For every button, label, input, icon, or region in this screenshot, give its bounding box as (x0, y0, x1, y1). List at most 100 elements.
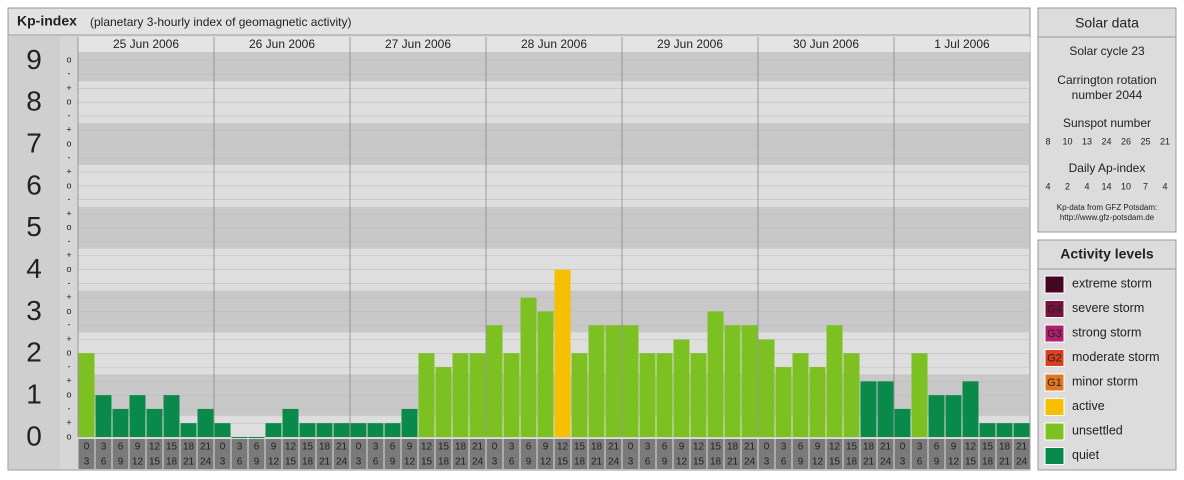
hour-cell (639, 439, 656, 469)
hour-label: 9 (543, 442, 549, 453)
minor-tick-label: o (66, 138, 71, 148)
y-axis-column (9, 36, 60, 469)
hour-label: 21 (744, 442, 756, 453)
day-header (758, 37, 894, 52)
bar (520, 297, 537, 437)
minor-tick-label: + (66, 334, 71, 344)
hour-label: 21 (1016, 442, 1028, 453)
hour-label: 12 (693, 442, 705, 453)
bar (741, 325, 758, 437)
hour-label: 15 (166, 442, 178, 453)
solar-title: Solar data (1075, 15, 1139, 31)
hour-cell (877, 439, 894, 469)
hour-label: 9 (390, 457, 396, 468)
hour-cell (809, 439, 826, 469)
hour-label: 21 (472, 442, 484, 453)
minor-tick-label: o (66, 180, 71, 190)
hour-label: 3 (509, 442, 515, 453)
minor-tick-label: o (66, 264, 71, 274)
hour-cell (571, 439, 588, 469)
hour-label: 15 (302, 442, 314, 453)
bar (486, 325, 503, 437)
hour-cell (299, 439, 316, 469)
hour-label: 21 (200, 442, 212, 453)
bar (911, 353, 928, 437)
bar (877, 381, 894, 437)
hour-label: 3 (492, 457, 498, 468)
level-swatch (1044, 398, 1065, 416)
hour-label: 9 (798, 457, 804, 468)
hour-cell (384, 439, 401, 469)
hour-label: 15 (829, 457, 841, 468)
level-name: extreme storm (1072, 276, 1152, 290)
hour-cell (486, 439, 503, 469)
minor-tick-label: - (68, 69, 71, 79)
bar (605, 325, 622, 437)
minor-tick-label: + (66, 418, 71, 428)
ap-value: 7 (1143, 181, 1148, 191)
level-swatch (1044, 447, 1065, 465)
level-swatch (1044, 422, 1065, 441)
hour-label: 12 (268, 457, 280, 468)
hour-label: 9 (118, 457, 124, 468)
hour-label: 12 (965, 442, 977, 453)
hour-label: 12 (557, 442, 569, 453)
hour-label: 0 (900, 442, 906, 453)
hour-label: 6 (373, 457, 379, 468)
hour-label: 18 (982, 457, 994, 468)
sunspot-value: 8 (1045, 136, 1050, 146)
bar (435, 367, 452, 437)
bar (231, 437, 248, 438)
day-header (486, 37, 622, 52)
bar (401, 408, 418, 437)
hour-label: 0 (84, 442, 90, 453)
ap-title: Daily Ap-index (1069, 161, 1146, 175)
hour-cell (928, 439, 945, 469)
hour-cell (129, 439, 146, 469)
hour-label: 3 (645, 442, 651, 453)
hour-cell (537, 439, 554, 469)
hour-label: 15 (574, 442, 586, 453)
ap-value: 10 (1121, 181, 1131, 191)
source: http://www.gfz-potsdam.de (1060, 213, 1155, 222)
hour-cell (333, 439, 350, 469)
bar (452, 353, 469, 437)
level-badge: G2 (1047, 352, 1062, 364)
day-header (78, 37, 214, 52)
hour-cell (418, 439, 435, 469)
bar (214, 423, 231, 437)
hour-label: 9 (934, 457, 940, 468)
hour-cell (962, 439, 979, 469)
bar (571, 353, 588, 437)
sunspot-value: 21 (1160, 136, 1170, 146)
hour-cell (452, 439, 469, 469)
level-name: severe storm (1072, 301, 1144, 315)
minor-tick-label: + (66, 125, 71, 135)
bar (112, 408, 129, 437)
bar (656, 353, 673, 437)
bar (1013, 423, 1030, 437)
y-tick-label: 3 (26, 295, 42, 326)
bar (894, 408, 911, 437)
hour-label: 18 (302, 457, 314, 468)
hour-label: 0 (220, 442, 226, 453)
hour-cell (996, 439, 1013, 469)
hour-label: 3 (628, 457, 634, 468)
hour-cell (95, 439, 112, 469)
hour-cell (469, 439, 486, 469)
source: Kp-data from GFZ Potsdam: (1057, 203, 1157, 212)
bar (758, 339, 775, 437)
hour-cell (520, 439, 537, 469)
y-tick-label: 4 (26, 253, 42, 284)
hour-cell (146, 439, 163, 469)
minor-tick-label: - (68, 236, 71, 246)
ap-value: 14 (1101, 181, 1111, 191)
hour-label: 15 (421, 457, 433, 468)
hour-label: 12 (132, 457, 144, 468)
bar (146, 408, 163, 437)
hour-cell (656, 439, 673, 469)
y-tick-label: 5 (26, 211, 42, 242)
hour-cell (605, 439, 622, 469)
hour-label: 12 (948, 457, 960, 468)
